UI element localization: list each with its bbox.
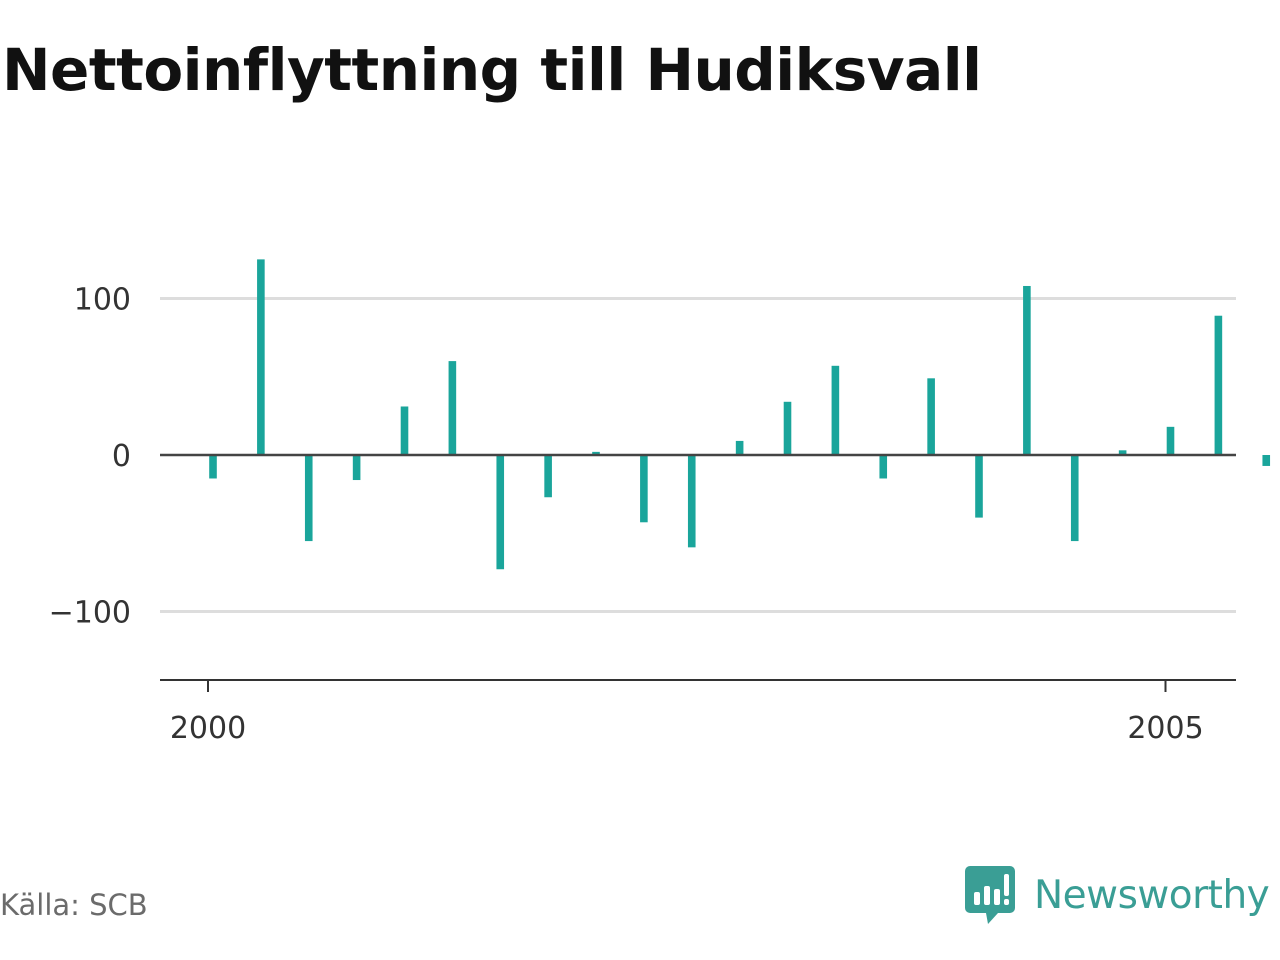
bar-2003-Q1: [783, 401, 792, 455]
bars: [209, 259, 1271, 570]
brand-name: Newsworthy: [1034, 872, 1270, 918]
bar-2004-Q4: [1118, 450, 1127, 455]
bar-2003-Q4: [927, 378, 935, 455]
bar-2001-Q2: [448, 361, 457, 455]
bar-2001-Q3: [496, 455, 505, 570]
bar-2000-Q2: [257, 259, 265, 456]
bar-2000-Q4: [352, 455, 361, 481]
bar-2002-Q3: [687, 455, 696, 548]
bar-2001-Q4: [544, 455, 552, 498]
grid-lines: [160, 297, 1236, 613]
bar-2003-Q3: [879, 455, 888, 479]
bar-2002-Q2: [640, 455, 648, 523]
y-tick-label--100: −100: [49, 596, 131, 631]
source-label: Källa: SCB: [0, 888, 148, 922]
bar-2001-Q1: [400, 406, 409, 455]
chart-title: Nettoinflyttning till Hudiksvall: [2, 36, 982, 104]
bar-2004-Q1: [975, 455, 983, 518]
bar-2004-Q3: [1070, 455, 1079, 542]
bar-2005-Q1: [1166, 426, 1175, 455]
y-tick-label-0: 0: [112, 439, 131, 474]
y-tick-label-100: 100: [74, 283, 131, 318]
bar-2004-Q2: [1023, 285, 1031, 455]
newsworthy-logo-icon: [965, 866, 1015, 924]
bar-2000-Q3: [304, 455, 313, 542]
bar-2000-Q1: [209, 455, 217, 479]
brand-logo: Newsworthy: [964, 864, 1270, 926]
bar-2005-Q2: [1214, 315, 1223, 455]
bar-2005-Q3: [1262, 455, 1271, 466]
x-tick-label-2005: 2005: [1127, 711, 1203, 746]
bar-2002-Q1: [592, 451, 600, 455]
axes: [160, 453, 1236, 692]
x-tick-label-2000: 2000: [170, 711, 246, 746]
bar-2002-Q4: [735, 440, 744, 455]
bar-2003-Q2: [831, 365, 840, 455]
